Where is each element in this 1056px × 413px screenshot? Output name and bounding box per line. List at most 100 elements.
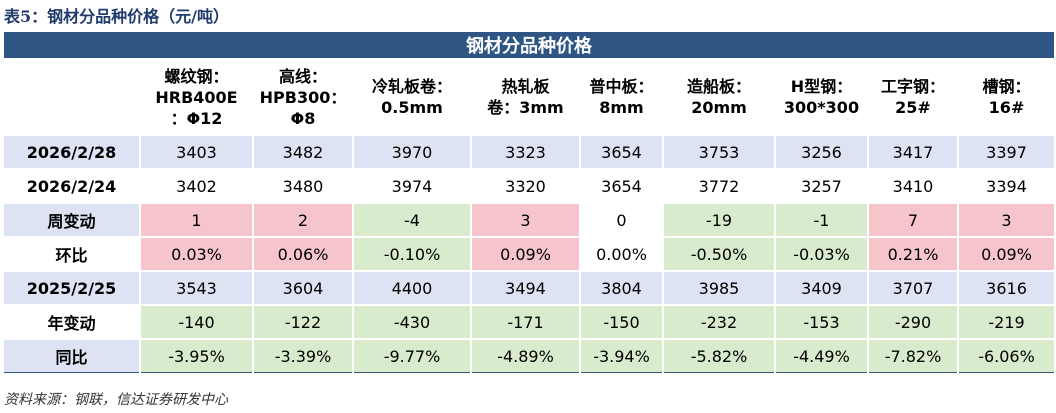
header-line: H型钢：: [790, 77, 853, 96]
value-cell: 3543: [139, 270, 254, 306]
header-line: 高线：: [278, 66, 327, 86]
header-cell: 普中板： 8mm: [579, 58, 664, 136]
value-cell: 3402: [139, 168, 254, 204]
row-label: 2025/2/25: [2, 270, 141, 306]
value-cell: 3974: [352, 168, 472, 204]
header-line: 造船板：: [686, 77, 751, 96]
table-title: 钢材分品种价格: [1, 30, 1056, 60]
value-cell: 3410: [867, 168, 959, 204]
value-cell: -4: [352, 202, 472, 238]
value-cell: 3482: [252, 134, 354, 170]
value-cell: 3409: [774, 270, 869, 306]
value-cell: -0.50%: [662, 236, 776, 272]
header-line: ：Φ12: [170, 108, 223, 128]
data-row: 周变动 1 2 -4 3 0 -19 -1 7 3: [2, 202, 1056, 238]
header-line: 卷：3mm: [487, 98, 564, 117]
header-cell: 造船板： 20mm: [662, 58, 776, 136]
header-cell: 热轧板卷：3mm: [470, 58, 581, 136]
value-cell: -430: [352, 304, 472, 340]
value-cell: -19: [662, 202, 776, 238]
value-cell: 7: [867, 202, 959, 238]
header-line: 冷轧板卷：: [371, 77, 452, 96]
header-line: 槽钢：: [982, 77, 1031, 96]
header-line: 普中板：: [589, 77, 654, 96]
header-row: 螺纹钢： HRB400E ：Φ12 高线： HPB300： Φ8 冷轧板卷： 0.5mm 热轧板…: [2, 58, 1056, 136]
value-cell: 3707: [867, 270, 959, 306]
header-line: 螺纹钢：: [164, 66, 229, 86]
value-cell: 3970: [352, 134, 472, 170]
value-cell: -9.77%: [352, 338, 472, 373]
value-cell: -4.49%: [774, 338, 869, 373]
value-cell: -0.03%: [774, 236, 869, 272]
value-cell: 1: [139, 202, 254, 238]
header-line: 16#: [988, 98, 1025, 117]
header-line: HPB300：: [259, 87, 347, 107]
value-cell: -150: [579, 304, 664, 340]
value-cell: 3320: [470, 168, 581, 204]
header-cell: 螺纹钢： HRB400E ：Φ12: [139, 58, 254, 136]
value-cell: 3257: [774, 168, 869, 204]
header-line: HRB400E: [155, 87, 238, 107]
value-cell: 3604: [252, 270, 354, 306]
row-label: 2026/2/28: [2, 134, 141, 170]
value-cell: 0.09%: [470, 236, 581, 272]
title-row: 钢材分品种价格: [1, 30, 1056, 60]
value-cell: -219: [956, 304, 1056, 340]
header-line: 25#: [895, 98, 931, 117]
value-cell: -5.82%: [662, 338, 776, 373]
value-cell: 0.21%: [867, 236, 959, 272]
row-label: 同比: [2, 338, 141, 373]
value-cell: 3654: [579, 168, 664, 204]
value-cell: 0.03%: [139, 236, 254, 272]
header-line: Φ8: [290, 108, 316, 128]
header-cell: 冷轧板卷： 0.5mm: [352, 58, 472, 136]
value-cell: 0: [579, 202, 664, 238]
value-cell: 0.06%: [252, 236, 354, 272]
value-cell: -3.94%: [579, 338, 664, 373]
value-cell: -4.89%: [470, 338, 581, 373]
value-cell: 4400: [352, 270, 472, 306]
value-cell: -232: [662, 304, 776, 340]
value-cell: 3323: [470, 134, 581, 170]
value-cell: -0.10%: [352, 236, 472, 272]
value-cell: 0.00%: [579, 236, 664, 272]
value-cell: 3256: [774, 134, 869, 170]
value-cell: 3480: [252, 168, 354, 204]
value-cell: -3.39%: [252, 338, 354, 373]
value-cell: -3.95%: [139, 338, 254, 373]
value-cell: 2: [252, 202, 354, 238]
value-cell: -140: [139, 304, 254, 340]
data-row: 同比 -3.95% -3.39% -9.77% -4.89% -3.94% -5.82% -4…: [2, 338, 1056, 373]
header-cell: H型钢： 300*300: [774, 58, 869, 136]
value-cell: 3397: [956, 134, 1056, 170]
row-label: 周变动: [2, 202, 141, 238]
price-table: 钢材分品种价格 螺纹钢： HRB400E ：Φ12 高线： HPB300： Φ8 冷轧板卷： 0…: [1, 30, 1056, 373]
data-row: 环比 0.03% 0.06% -0.10% 0.09% 0.00% -0.50% -0.03%…: [2, 236, 1056, 272]
source-note: 资料来源：钢联，信达证券研发中心: [4, 392, 228, 408]
value-cell: -290: [867, 304, 959, 340]
value-cell: 3394: [956, 168, 1056, 204]
header-cell: 高线： HPB300： Φ8: [252, 58, 354, 136]
data-row: 2026/2/28 3403 3482 3970 3323 3654 3753 3256 341…: [2, 134, 1056, 170]
value-cell: 3403: [139, 134, 254, 170]
header-cell: 槽钢： 16#: [956, 58, 1056, 136]
value-cell: 3804: [579, 270, 664, 306]
table-body: 钢材分品种价格 螺纹钢： HRB400E ：Φ12 高线： HPB300： Φ8 冷轧板卷： 0…: [1, 30, 1056, 373]
value-cell: -6.06%: [956, 338, 1056, 373]
value-cell: 3494: [470, 270, 581, 306]
data-row: 2026/2/24 3402 3480 3974 3320 3654 3772 3257 341…: [2, 168, 1056, 204]
value-cell: 3: [956, 202, 1056, 238]
header-line: 0.5mm: [381, 98, 443, 117]
value-cell: 3772: [662, 168, 776, 204]
value-cell: 3654: [579, 134, 664, 170]
data-row: 2025/2/25 3543 3604 4400 3494 3804 3985 3409 370…: [2, 270, 1056, 306]
header-cell: [2, 58, 141, 136]
header-line: 热轧板: [501, 77, 550, 96]
header-cell: 工字钢： 25#: [867, 58, 959, 136]
value-cell: -1: [774, 202, 869, 238]
header-line: 工字钢：: [880, 77, 945, 96]
value-cell: -122: [252, 304, 354, 340]
value-cell: 3753: [662, 134, 776, 170]
value-cell: -153: [774, 304, 869, 340]
